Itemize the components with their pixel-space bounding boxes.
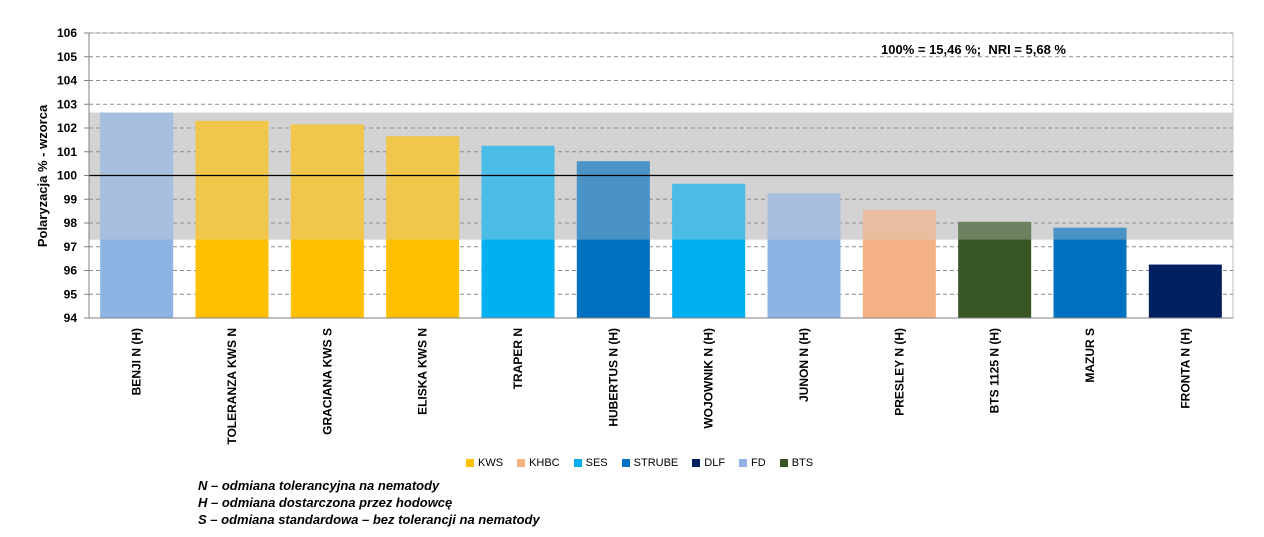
footnotes: N – odmiana tolerancyjna na nematody H –…	[198, 477, 540, 528]
legend-item-khbc: KHBC	[517, 457, 560, 469]
y-tick-label: 95	[64, 287, 78, 301]
y-tick-label: 105	[57, 50, 77, 64]
legend-swatch-strube	[621, 459, 630, 467]
legend-swatch-khbc	[517, 459, 526, 467]
y-tick-label: 104	[57, 74, 77, 88]
legend-label-ses: SES	[585, 457, 608, 469]
x-tick-label: WOJOWNIK N (H)	[702, 328, 716, 429]
bar	[672, 183, 746, 318]
legend-item-fd: FD	[739, 457, 766, 469]
footnote-s: S – odmiana standardowa – bez tolerancji…	[198, 512, 540, 527]
bar-band-overlay	[195, 120, 269, 240]
x-tick-label: TOLERANZA KWS N	[225, 328, 239, 445]
chart-annotation: 100% = 15,46 %; NRI = 5,68 %	[881, 42, 1066, 57]
bar-band-overlay	[672, 183, 746, 240]
bar-band-overlay	[576, 161, 650, 240]
bar	[767, 193, 841, 318]
legend-swatch-fd	[739, 459, 748, 467]
y-tick-label: 103	[57, 97, 77, 111]
bar	[862, 209, 936, 318]
bar-band-overlay	[1053, 227, 1127, 240]
legend-label-kws: KWS	[478, 457, 504, 469]
legend-swatch-ses	[573, 459, 582, 467]
y-tick-label: 101	[57, 145, 77, 159]
legend-item-strube: STRUBE	[621, 457, 679, 469]
y-tick-label: 100	[57, 169, 77, 183]
legend-swatch-kws	[466, 459, 474, 467]
bar	[100, 112, 174, 318]
bar-band-overlay	[481, 145, 555, 240]
legend-label-dlf: DLF	[704, 457, 726, 469]
bar-chart: 94 95 96 97 98 99 100 101 102 103 104 105 106 BENJI N…	[35, 26, 1234, 445]
y-tick-label: 99	[64, 192, 78, 206]
x-tick-label: FRONTA N (H)	[1178, 328, 1192, 409]
x-tick-label: BENJI N (H)	[130, 328, 144, 395]
legend-item-kws: KWS	[466, 457, 503, 469]
legend-item-ses: SES	[573, 457, 608, 469]
bar-band-overlay	[386, 136, 460, 240]
x-tick-label: JUNON N (H)	[797, 328, 811, 402]
legend: KWS KHBC SES STRUBE DLF FD BTS	[466, 457, 813, 469]
legend-label-khbc: KHBC	[529, 457, 560, 469]
x-tick-label: GRACIANA KWS S	[320, 328, 334, 435]
legend-label-bts: BTS	[791, 457, 814, 469]
footnote-h: H – odmiana dostarczona przez hodowcę	[198, 495, 453, 510]
bar-band-overlay	[958, 221, 1032, 240]
legend-item-bts: BTS	[779, 457, 814, 469]
y-tick-label: 97	[64, 240, 78, 254]
y-tick-label: 96	[64, 264, 78, 278]
y-tick-label: 106	[57, 26, 77, 40]
bar-band-overlay	[767, 193, 841, 240]
bar-band-overlay	[862, 209, 936, 240]
legend-item-dlf: DLF	[692, 457, 725, 469]
x-tick-label: HUBERTUS N (H)	[606, 328, 620, 427]
x-tick-label: TRAPER N	[511, 328, 525, 389]
x-tick-label: PRESLEY N (H)	[892, 328, 906, 416]
bar	[290, 124, 364, 318]
bar	[1053, 227, 1127, 318]
legend-label-strube: STRUBE	[633, 457, 679, 469]
x-tick-label: ELISKA KWS N	[416, 328, 430, 415]
y-tick-label: 94	[64, 311, 78, 325]
bar	[958, 221, 1032, 318]
legend-label-fd: FD	[751, 457, 766, 469]
bar	[195, 120, 269, 318]
legend-swatch-bts	[779, 459, 788, 467]
y-tick-label: 102	[57, 121, 77, 135]
y-axis-label: Polaryzacja % - wzorca	[35, 104, 50, 247]
bar	[576, 161, 650, 318]
x-tick-label: BTS 1125 N (H)	[988, 328, 1002, 413]
bar	[481, 145, 555, 318]
bar	[1148, 264, 1222, 318]
bar-band-overlay	[290, 124, 364, 240]
y-tick-label: 98	[64, 216, 78, 230]
footnote-n: N – odmiana tolerancyjna na nematody	[198, 478, 440, 493]
legend-swatch-dlf	[692, 459, 701, 467]
x-tick-label: MAZUR S	[1083, 328, 1097, 383]
bar	[386, 136, 460, 318]
